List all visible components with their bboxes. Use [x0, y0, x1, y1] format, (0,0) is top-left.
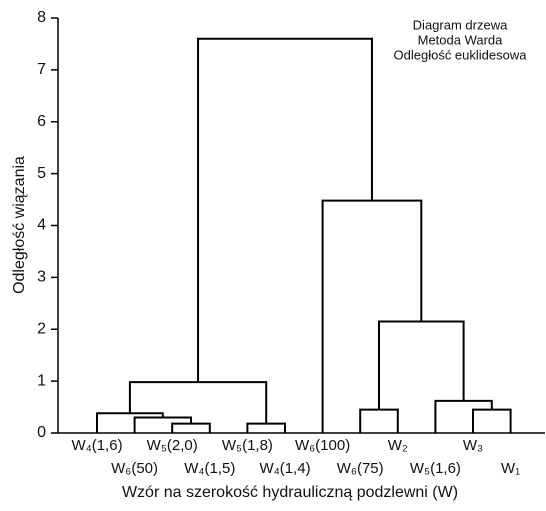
- y-tick-label: 2: [37, 320, 46, 337]
- leaf-label: W₁: [501, 460, 520, 477]
- link: [128, 381, 268, 424]
- leaf-label: W₅(1,6): [410, 460, 461, 477]
- link: [321, 199, 423, 433]
- link: [197, 37, 373, 383]
- leaf-label: W₄(1,6): [71, 437, 122, 454]
- annotation: Metoda Warda: [418, 32, 504, 47]
- y-tick-label: 7: [37, 61, 46, 78]
- leaf-label: W₆(75): [337, 460, 384, 477]
- y-tick-label: 1: [37, 372, 46, 389]
- link: [472, 408, 512, 433]
- annotation: Odległość euklidesowa: [394, 47, 528, 62]
- leaf-label: W₂: [388, 437, 408, 454]
- link: [378, 320, 465, 410]
- leaf-label: W₅(1,8): [222, 437, 273, 454]
- leaf-label: W₄(1,5): [184, 460, 235, 477]
- link: [434, 399, 493, 433]
- link: [96, 412, 164, 433]
- y-tick-label: 5: [37, 165, 46, 182]
- link: [171, 422, 211, 433]
- y-tick-label: 4: [37, 217, 46, 234]
- leaf-label: W₃: [463, 437, 483, 454]
- y-tick-label: 6: [37, 113, 46, 130]
- annotation: Diagram drzewa: [413, 17, 508, 32]
- y-tick-label: 8: [37, 9, 46, 26]
- leaf-label: W₆(50): [111, 460, 158, 477]
- leaf-label: W₄(1,4): [259, 460, 310, 477]
- y-tick-label: 0: [37, 424, 46, 441]
- y-axis-label: Odległość wiązania: [11, 156, 28, 294]
- link: [133, 416, 192, 433]
- x-axis-label: Wzór na szerokość hydrauliczną podzlewni…: [122, 484, 458, 501]
- y-tick-label: 3: [37, 269, 46, 286]
- link: [359, 408, 399, 433]
- leaf-label: W₆(100): [295, 437, 350, 454]
- link: [246, 422, 286, 433]
- leaf-label: W₅(2,0): [147, 437, 198, 454]
